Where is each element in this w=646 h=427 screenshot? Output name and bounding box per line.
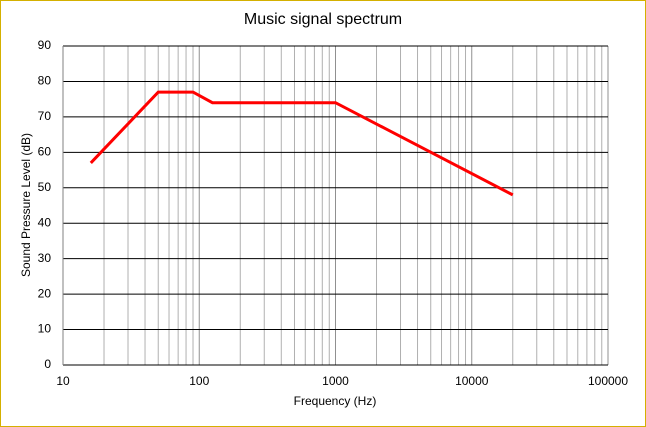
y-tick-label: 20	[38, 286, 52, 300]
x-tick-label: 100000	[588, 374, 628, 388]
y-tick-label: 10	[38, 322, 52, 336]
data-line	[89, 90, 514, 197]
y-tick-label: 40	[38, 215, 52, 229]
y-tick-label: 30	[38, 251, 52, 265]
y-tick-label: 90	[38, 38, 52, 52]
x-tick-label: 1000	[322, 374, 349, 388]
y-tick-label: 80	[38, 74, 52, 88]
x-tick-label: 10	[56, 374, 70, 388]
y-tick-label: 70	[38, 109, 52, 123]
x-tick-label: 10000	[455, 374, 489, 388]
x-tick-label: 100	[189, 374, 209, 388]
y-tick-label: 50	[38, 180, 52, 194]
y-tick-label: 0	[44, 357, 51, 371]
chart-title: Music signal spectrum	[244, 11, 402, 28]
x-axis-label: Frequency (Hz)	[294, 394, 377, 408]
y-tick-label: 60	[38, 145, 52, 159]
y-axis-label: Sound Pressure Level (dB)	[19, 133, 33, 277]
